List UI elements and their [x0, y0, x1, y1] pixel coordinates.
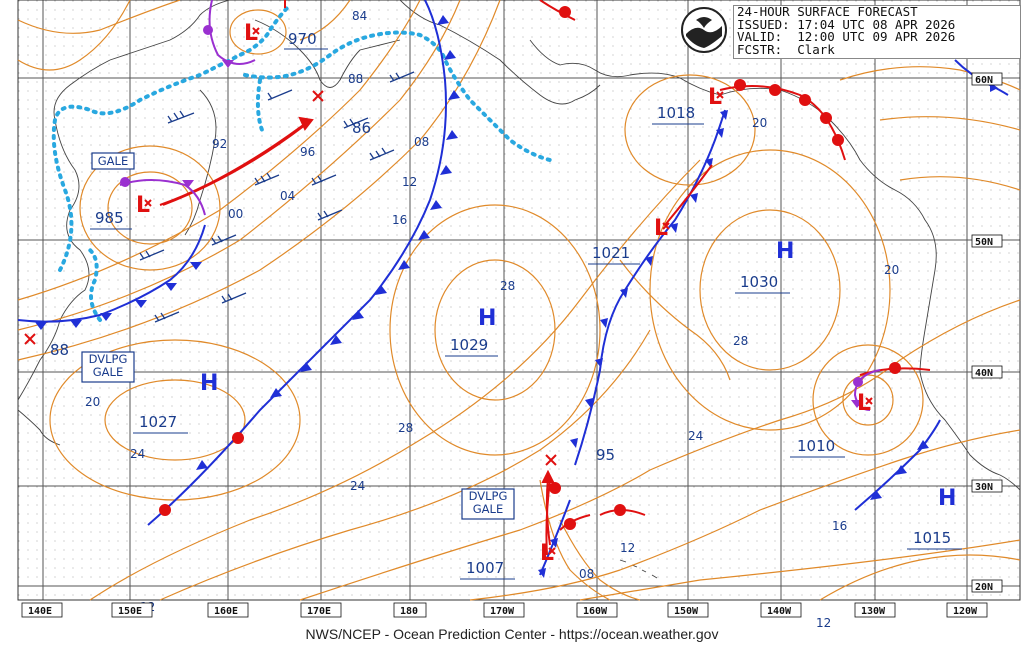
- warm-front-bumps: [159, 6, 901, 530]
- latitude-label: 50N: [975, 237, 993, 248]
- low-center-value: 1021: [592, 244, 630, 262]
- isobar-label: 95: [596, 446, 615, 464]
- longitude-label: 140W: [767, 606, 792, 617]
- footer-credit: NWS/NCEP - Ocean Prediction Center - htt…: [305, 626, 719, 642]
- occluded-fronts: [119, 0, 881, 411]
- isobar-label: 08: [579, 567, 594, 581]
- valid-time: VALID: 12:00 UTC 09 APR 2026: [737, 29, 956, 44]
- isobar-label: 04: [280, 189, 295, 203]
- forecaster: FCSTR: Clark: [737, 41, 835, 57]
- longitude-label: 150W: [674, 606, 699, 617]
- low-center-value: 1018: [657, 104, 695, 122]
- high-center-value: 1030: [740, 273, 778, 291]
- longitude-label: 160E: [214, 606, 238, 617]
- svg-text:L: L: [654, 216, 668, 241]
- low-center-value: 985: [95, 209, 124, 227]
- isobar-label: 28: [733, 334, 748, 348]
- isobar-label: 24: [130, 447, 145, 461]
- isobar-label: 92: [212, 137, 227, 151]
- latitude-label: 20N: [975, 582, 993, 593]
- longitude-label: 170W: [490, 606, 515, 617]
- svg-text:H: H: [478, 306, 496, 331]
- isobar-label: 88: [348, 72, 363, 86]
- developing-gale-warning-label: DVLPG GALE: [88, 353, 128, 379]
- gale-warning-label: GALE: [98, 154, 128, 168]
- low-symbols: L L L L L L: [136, 21, 871, 566]
- isobar-label: 20: [752, 116, 767, 130]
- noaa-logo: [681, 7, 727, 53]
- isobar-label: 28: [398, 421, 413, 435]
- isobar-label: 12: [816, 616, 831, 630]
- isobars: [17, 0, 1021, 601]
- svg-text:L: L: [244, 21, 258, 46]
- ice-edge: [51, 3, 552, 272]
- high-center-value: 1027: [139, 413, 177, 431]
- latitude-label: 60N: [975, 75, 993, 86]
- longitude-label: 160W: [583, 606, 608, 617]
- low-center-marks: [24, 27, 873, 555]
- isobar-label: 00: [228, 207, 243, 221]
- latitude-label: 30N: [975, 482, 993, 493]
- isobar-label: 88: [50, 341, 69, 359]
- high-center-value: 1015: [913, 529, 951, 547]
- forecast-header: 24-HOUR SURFACE FORECAST ISSUED: 17:04 U…: [733, 5, 1021, 59]
- high-symbols: H H H H: [200, 239, 956, 511]
- ice-edge-b: [88, 78, 264, 322]
- isobar-label: 24: [688, 429, 703, 443]
- longitude-label: 170E: [307, 606, 331, 617]
- coastlines: [17, 0, 1021, 579]
- longitude-label: 140E: [28, 606, 52, 617]
- occluded-pips: [120, 25, 863, 408]
- isobar-label: 16: [832, 519, 847, 533]
- isobar-label: 16: [392, 213, 407, 227]
- storm-track-arrows: [162, 0, 555, 546]
- isobar-label: 96: [300, 145, 315, 159]
- longitude-label: 130W: [861, 606, 886, 617]
- isobar-label: 24: [350, 479, 365, 493]
- svg-text:L: L: [708, 85, 722, 110]
- svg-text:L: L: [540, 541, 554, 566]
- isobar-label: 84: [352, 9, 367, 23]
- longitude-label: 180: [400, 606, 418, 617]
- svg-text:L: L: [136, 193, 150, 218]
- low-center-value: 1010: [797, 437, 835, 455]
- svg-text:H: H: [938, 486, 956, 511]
- isobar-label: 86: [352, 119, 371, 137]
- low-center-value: 1007: [466, 559, 504, 577]
- cold-front-pips: [35, 15, 998, 578]
- longitude-label: 150E: [118, 606, 142, 617]
- isobar-label: 12: [402, 175, 417, 189]
- wind-barbs: [139, 71, 415, 323]
- longitude-label: 120W: [953, 606, 978, 617]
- svg-text:H: H: [200, 371, 218, 396]
- isobar-label: 28: [500, 279, 515, 293]
- svg-text:H: H: [776, 239, 794, 264]
- isobar-label: 08: [414, 135, 429, 149]
- forecast-title: 24-HOUR SURFACE FORECAST: [737, 4, 918, 19]
- latitude-label: 40N: [975, 368, 993, 379]
- svg-text:L: L: [857, 391, 871, 416]
- low-center-value: 970: [288, 30, 317, 48]
- isobar-label: 20: [884, 263, 899, 277]
- high-center-value: 1029: [450, 336, 488, 354]
- isobar-label: 20: [85, 395, 100, 409]
- developing-gale-warning-label: DVLPG GALE: [468, 490, 508, 516]
- issued-time: ISSUED: 17:04 UTC 08 APR 2026: [737, 16, 956, 32]
- isobar-label: 12: [620, 541, 635, 555]
